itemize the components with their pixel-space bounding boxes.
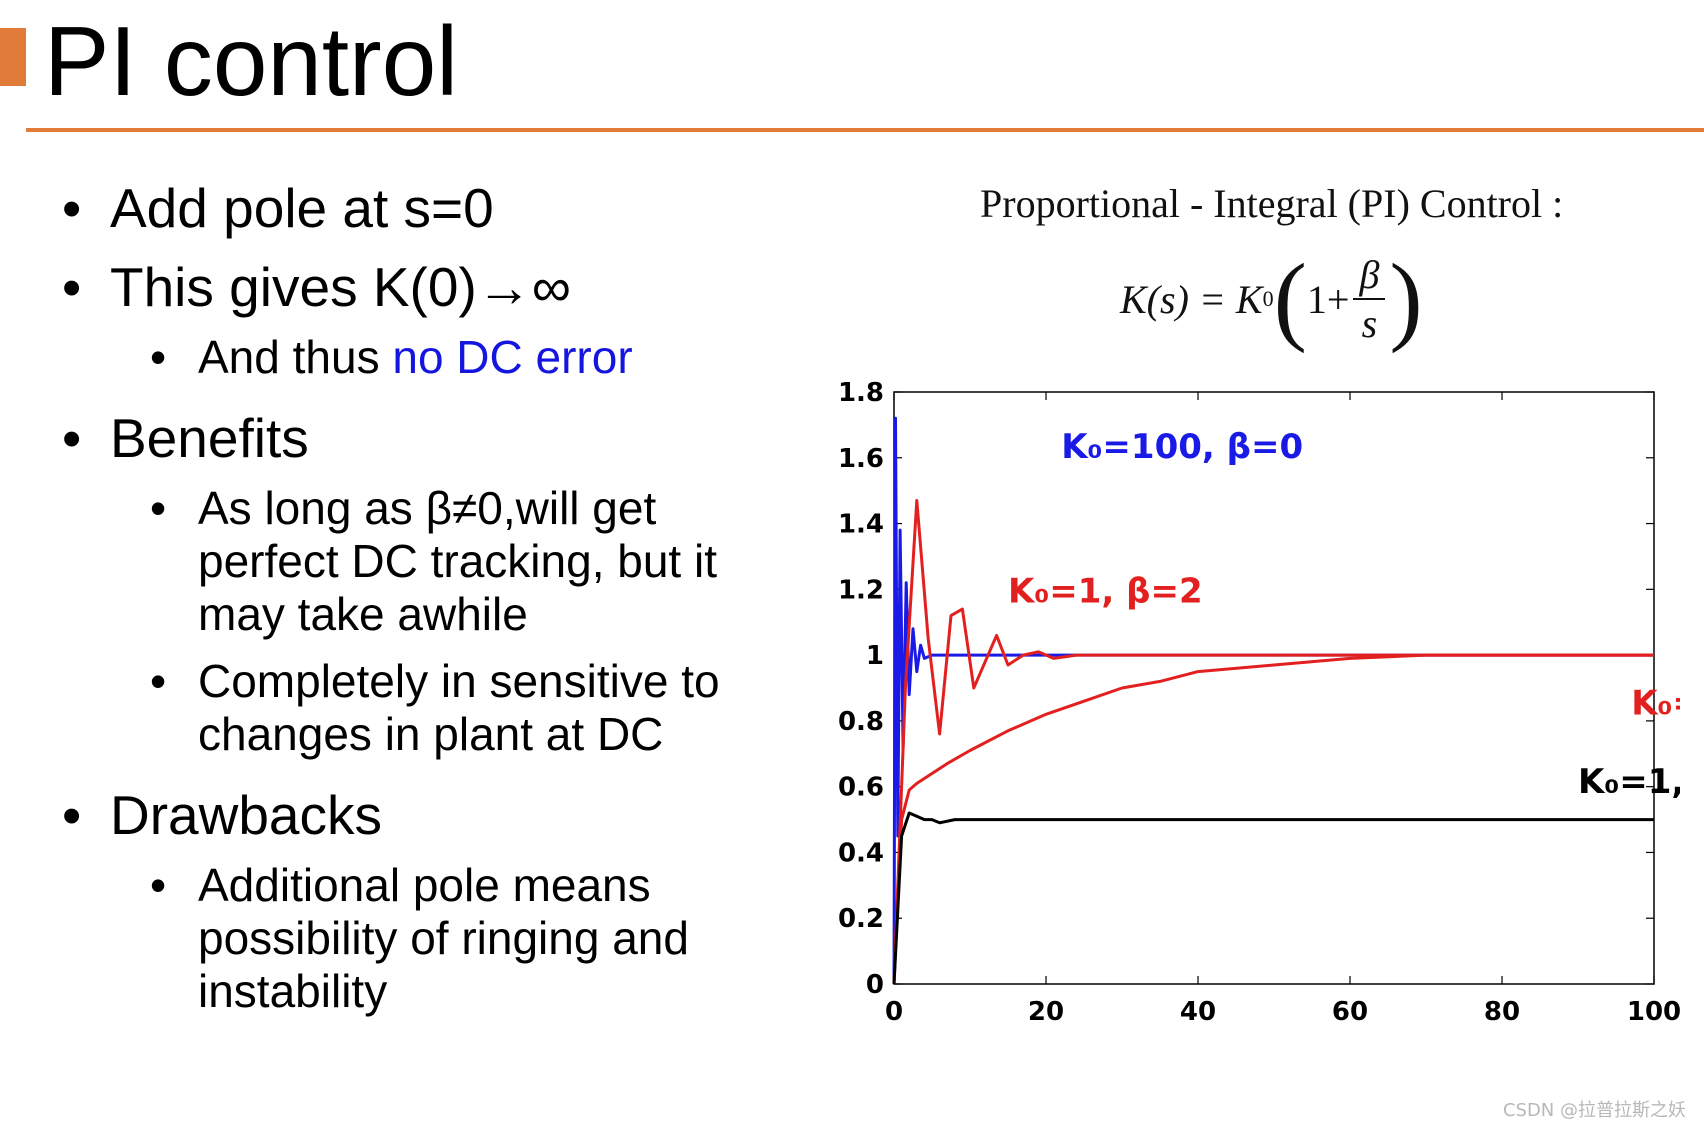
formula-denominator: s [1361,301,1378,346]
y-tick-label: 0.6 [838,773,884,803]
series-line-3 [892,811,1654,985]
series-line-0 [892,416,1654,985]
right-paren: ) [1389,243,1423,354]
bullet-drawbacks: Drawbacks [62,785,782,846]
bullet-benefits: Benefits [62,408,782,469]
y-tick-label: 1.2 [838,575,884,605]
bullet-k0-infinity: This gives K(0)→∞ [62,256,782,318]
formula-lhs: K(s) = K [1120,276,1263,322]
formula-numerator: β [1353,251,1386,300]
y-tick-label: 0.4 [838,838,884,868]
formula-title: Proportional - Integral (PI) Control : [980,181,1564,226]
highlight-no-dc-error: no DC error [392,331,633,383]
pi-transfer-function: K(s) = K 0 ( 1+ β s ) [940,249,1680,349]
series-line-1 [892,499,1654,985]
y-tick-label: 0.8 [838,707,884,737]
plot-frame [893,391,1655,985]
title-divider [26,128,1704,132]
title-accent-bar [0,28,26,86]
x-tick-label: 100 [1627,997,1680,1027]
left-paren: ( [1273,243,1307,354]
watermark-credit: CSDN @拉普拉斯之妖 [1502,1100,1686,1121]
series-label-0: K₀=100, β=0 [1061,427,1303,467]
formula-subscript: 0 [1262,286,1274,311]
series-label-1: K₀=1, β=2 [1008,571,1203,611]
y-tick-label: 1.6 [838,444,884,474]
subbullet-ringing: Additional pole means possibility of rin… [150,859,782,1018]
x-tick-label: 80 [1484,997,1520,1027]
y-tick-label: 0.2 [838,904,884,934]
series-label-3: K₀=1, β=0 [1578,762,1680,802]
series-line-2 [892,653,1654,985]
x-tick-label: 40 [1180,997,1216,1027]
subbullet-dc-tracking: As long as β≠0,will get perfect DC track… [150,482,782,641]
pi-formula-block: Proportional - Integral (PI) Control : K… [940,180,1680,349]
x-tick-label: 20 [1028,997,1064,1027]
formula-one-plus: 1+ [1306,276,1350,322]
step-response-chart: 0 20 40 60 80 100 0 0.2 0.4 0.6 0.8 1 1.2 1.4 1.6 1.8 K₀… [838,380,1680,1027]
series-label-2: K₀=1, β=0.1 [1631,683,1680,723]
page-title: PI control [44,6,458,116]
x-tick-label: 0 [885,997,903,1027]
x-tick-label: 60 [1332,997,1368,1027]
y-tick-label: 1.8 [838,380,884,408]
subbullet-insensitive: Completely in sensitive to changes in pl… [150,655,782,761]
formula-fraction: β s [1353,251,1386,347]
subbullet-no-dc-error: And thus no DC error [150,331,782,384]
y-tick-label: 1.4 [838,510,884,540]
y-tick-label: 0 [866,970,884,1000]
y-tick-label: 1 [866,641,884,671]
bullet-list: Add pole at s=0 This gives K(0)→∞ And th… [62,178,782,1018]
subbullet-prefix: And thus [198,331,393,383]
bullet-add-pole: Add pole at s=0 [62,178,782,239]
